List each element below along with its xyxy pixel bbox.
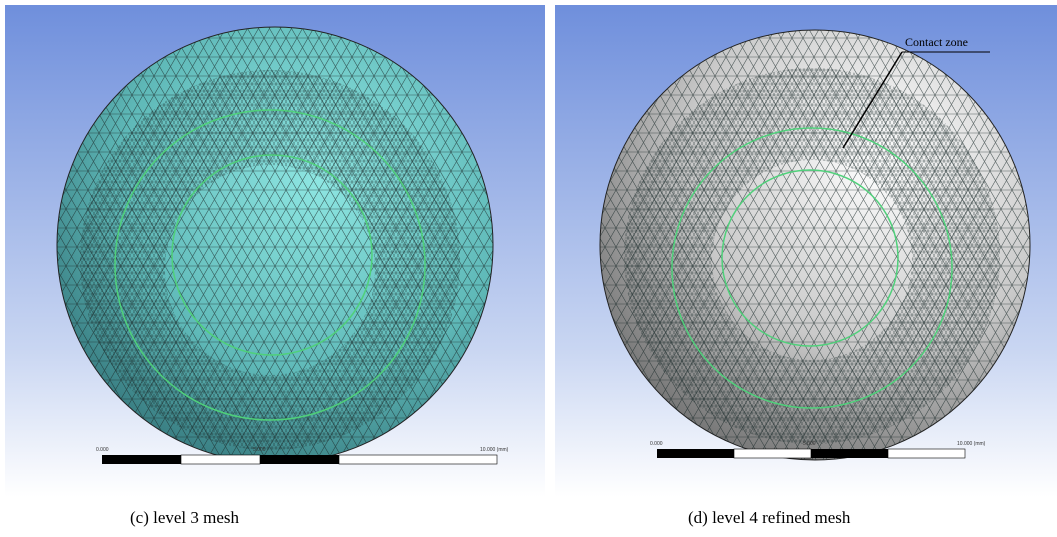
scale-label: 5.000: [803, 441, 816, 447]
scale-label: 5.000: [253, 447, 266, 453]
scale-label: 0.000: [96, 447, 109, 453]
caption: (c) level 3 mesh: [130, 508, 240, 527]
figure: 0.000 5.000 10.000 (mm) (c) level 3 mesh…: [0, 0, 1057, 537]
page: {"panels": [ {"caption": "(c) level 3 me…: [0, 0, 1057, 537]
caption: (d) level 4 refined mesh: [688, 508, 851, 527]
panel-c: 0.000 5.000 10.000 (mm): [5, 5, 545, 497]
panel-d: Contact zone 0.000 5.000 10.000 (mm): [555, 5, 1057, 497]
scale-label: 0.000: [650, 441, 663, 447]
annotation: Contact zone: [905, 35, 968, 49]
scale-label: 10.000 (mm): [480, 447, 509, 453]
scale-label: 10.000 (mm): [957, 441, 986, 447]
